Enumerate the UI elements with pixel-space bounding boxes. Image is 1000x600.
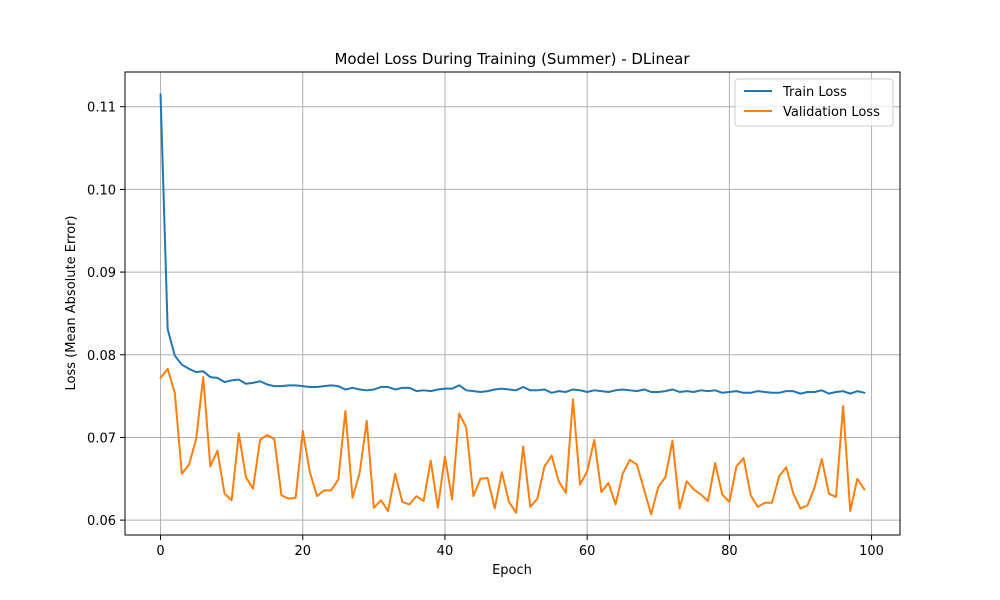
y-tick-label: 0.09 <box>87 266 116 281</box>
grid-lines <box>125 72 900 535</box>
legend-box <box>734 78 894 127</box>
legend-label-train-loss: Train Loss <box>782 85 847 100</box>
x-axis-label: Epoch <box>492 563 532 578</box>
x-tick-label: 100 <box>859 544 884 559</box>
y-tick-label: 0.07 <box>87 431 116 446</box>
series-lines <box>159 93 866 516</box>
series-line-train-loss <box>159 93 866 395</box>
chart-title: Model Loss During Training (Summer) - DL… <box>334 50 690 68</box>
y-tick-label: 0.08 <box>87 349 116 364</box>
y-tick-label: 0.11 <box>87 101 116 116</box>
x-tick-label: 80 <box>721 544 738 559</box>
x-tick-label: 0 <box>156 544 164 559</box>
y-axis-label: Loss (Mean Absolute Error) <box>64 216 79 391</box>
x-tick-label: 40 <box>437 544 454 559</box>
axis-ticks: 0 20 40 60 80 100 0.06 0.07 0.08 0.09 0.10 0.11 <box>87 101 884 559</box>
x-tick-label: 20 <box>294 544 311 559</box>
y-tick-label: 0.10 <box>87 183 116 198</box>
legend: Train Loss Validation Loss <box>734 78 894 127</box>
series-line-validation-loss <box>159 367 866 516</box>
legend-label-validation-loss: Validation Loss <box>783 105 880 120</box>
plot-frame <box>124 71 901 536</box>
x-tick-label: 60 <box>579 544 596 559</box>
y-tick-label: 0.06 <box>87 514 116 529</box>
